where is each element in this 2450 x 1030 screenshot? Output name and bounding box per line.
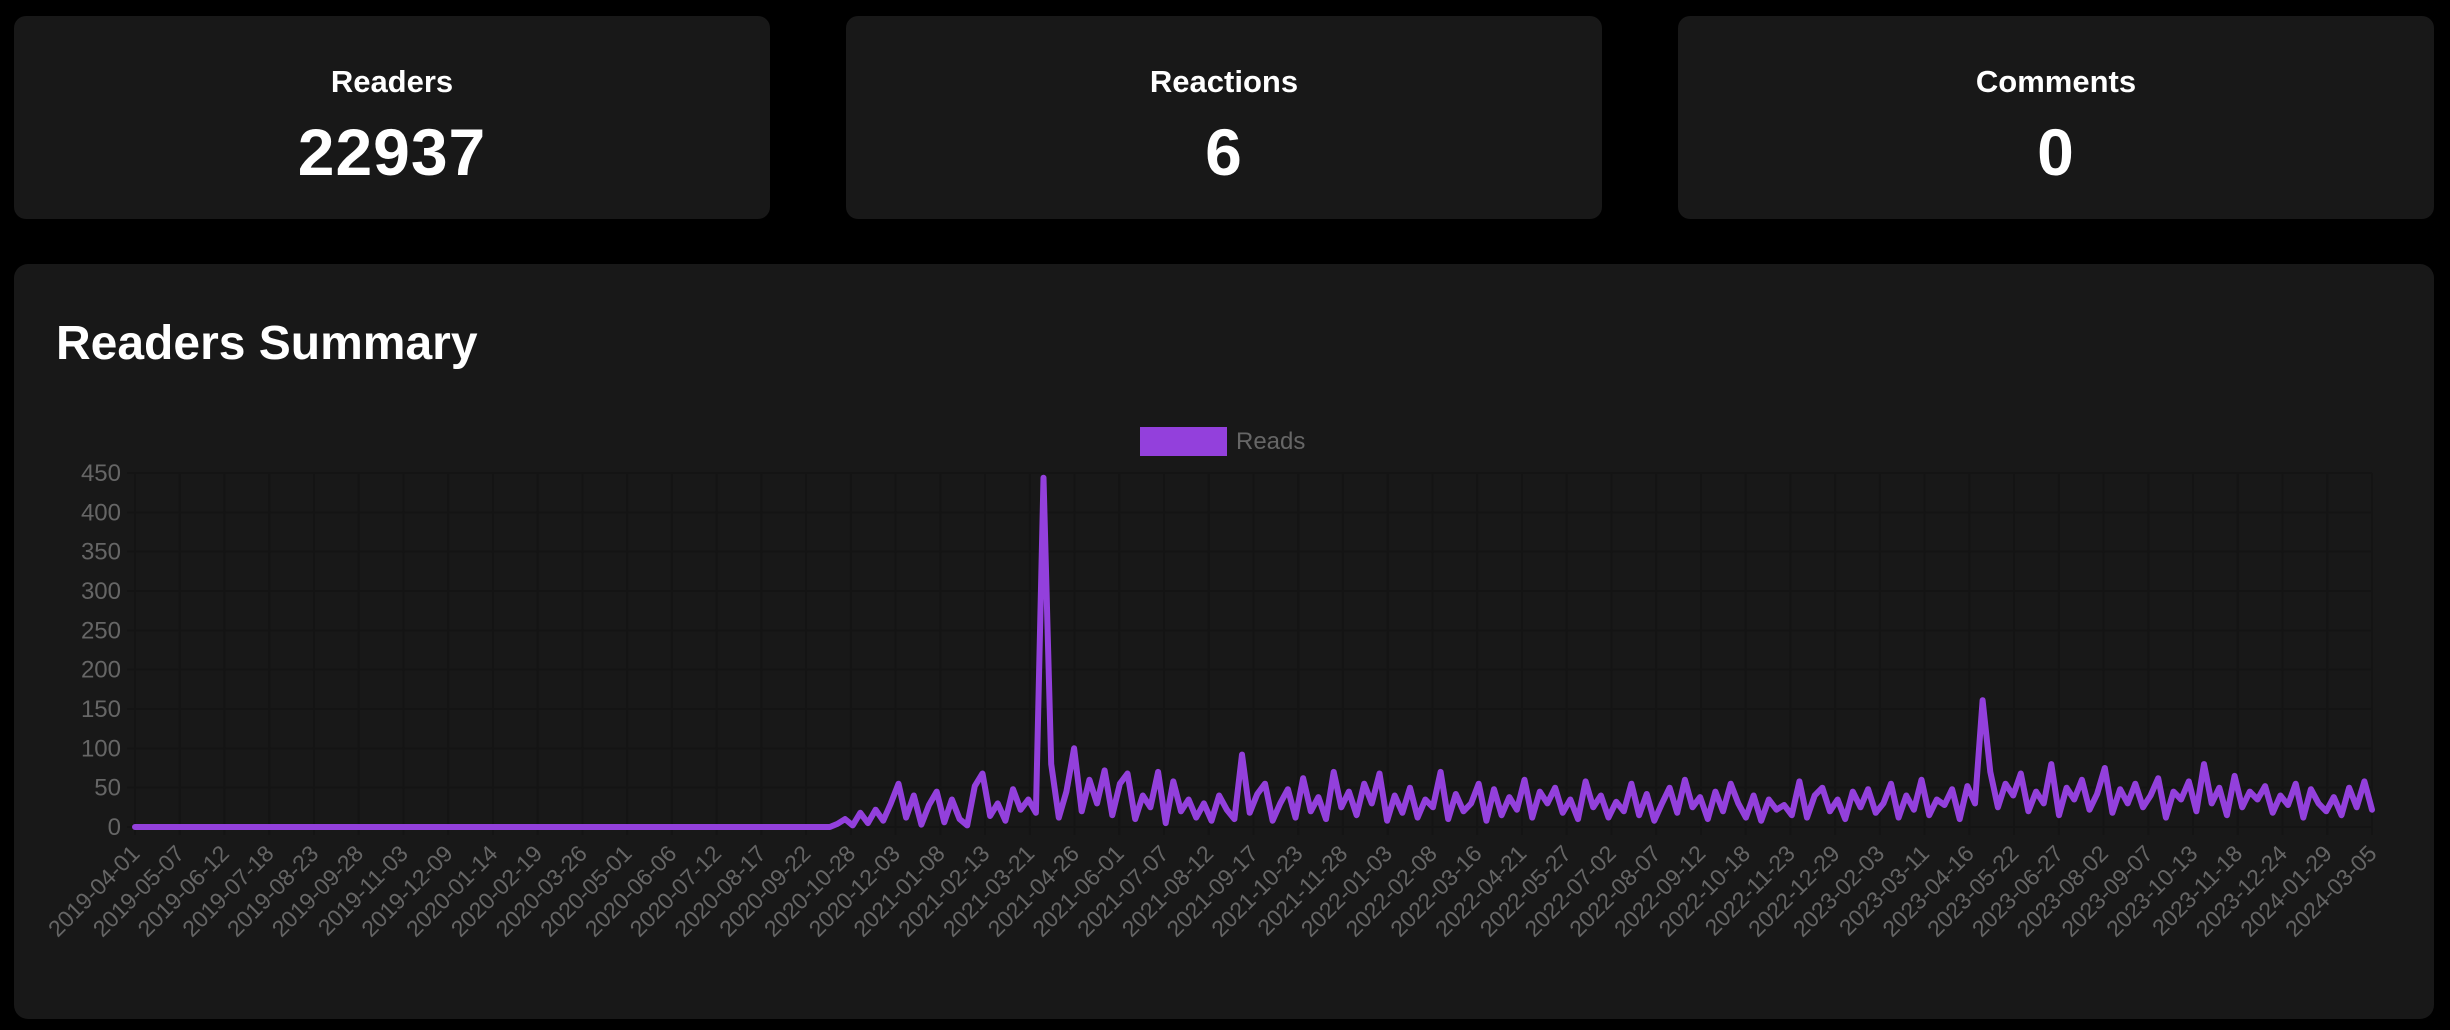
summary-title: Readers Summary [56,317,478,370]
y-tick-label: 150 [81,696,121,723]
chart-legend-reads[interactable]: Reads [1140,427,1305,456]
comments-stat-label: Comments [1975,64,2137,99]
y-tick-label: 0 [108,814,121,841]
y-tick-label: 50 [94,775,121,802]
y-tick-label: 350 [81,539,121,566]
comments-stat-card: Comments 0 [1678,16,2434,219]
reactions-stat-label: Reactions [1149,64,1299,99]
readers-stat-card: Readers 22937 [14,16,770,219]
legend-swatch [1140,427,1227,456]
reactions-stat-card: Reactions 6 [846,16,1602,219]
readers-summary-card: Readers Summary Reads 0 50 100 150 200 250 300… [14,264,2434,1019]
readers-stat-value: 22937 [297,115,487,189]
reactions-stat-value: 6 [1205,115,1243,189]
legend-label: Reads [1236,427,1306,455]
y-tick-label: 100 [81,735,121,762]
y-tick-label: 300 [81,578,121,605]
reads-line-chart[interactable]: 0501001502002503003504004502019-04-01201… [14,264,2434,1019]
y-tick-label: 200 [81,657,121,684]
reads-series-line [132,474,2375,830]
y-tick-label: 250 [81,617,121,644]
y-tick-label: 450 [81,460,121,487]
comments-stat-value: 0 [2037,115,2075,189]
y-tick-label: 400 [81,499,121,526]
readers-stat-label: Readers [330,64,454,99]
